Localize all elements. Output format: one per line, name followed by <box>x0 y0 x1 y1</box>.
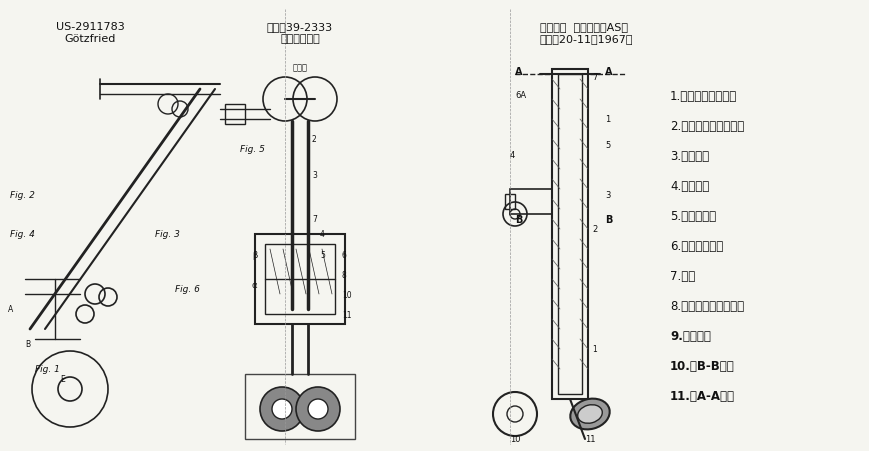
Text: 1.　サクションエア: 1. サクションエア <box>669 90 736 103</box>
Text: 10: 10 <box>509 434 520 443</box>
Circle shape <box>260 387 303 431</box>
Bar <box>551 70 587 399</box>
Text: 8: 8 <box>342 270 347 279</box>
Bar <box>255 235 345 324</box>
Text: 8.　フィードローラー: 8. フィードローラー <box>669 299 743 312</box>
Text: B: B <box>604 215 612 225</box>
Text: 7.　糸: 7. 糸 <box>669 269 694 282</box>
Text: 1: 1 <box>604 115 609 124</box>
Text: Fig. 2: Fig. 2 <box>10 190 35 199</box>
Text: 6A: 6A <box>514 90 526 99</box>
Text: 7: 7 <box>312 215 316 224</box>
Text: Fig. 6: Fig. 6 <box>175 285 200 294</box>
Text: 3: 3 <box>312 170 316 179</box>
Text: A: A <box>8 305 13 314</box>
Text: 東洋紡績  空気渦流法AS型
繊維工20-11（1967）: 東洋紡績 空気渦流法AS型 繊維工20-11（1967） <box>540 22 633 43</box>
Text: 10.　B-B断面: 10. B-B断面 <box>669 359 734 372</box>
Text: 3.　紡糸管: 3. 紡糸管 <box>669 150 708 163</box>
Text: A: A <box>604 67 612 77</box>
Text: Fig. 4: Fig. 4 <box>10 230 35 239</box>
Text: 9.　繊維扙: 9. 繊維扙 <box>669 329 710 342</box>
Text: 特公映39-2333
豊田自動織機: 特公映39-2333 豊田自動織機 <box>267 22 333 43</box>
Text: 2: 2 <box>591 225 596 234</box>
Text: 3: 3 <box>604 190 610 199</box>
Text: E: E <box>60 375 64 384</box>
Text: 1: 1 <box>591 345 596 354</box>
Bar <box>509 189 551 215</box>
Text: 5.　圧縮空気: 5. 圧縮空気 <box>669 210 715 222</box>
Text: A: A <box>514 67 522 77</box>
Text: 6.　加燃ノズル: 6. 加燃ノズル <box>669 239 722 253</box>
Bar <box>557 75 581 394</box>
Text: 7: 7 <box>591 74 597 83</box>
Bar <box>504 194 514 210</box>
Text: 10: 10 <box>342 290 351 299</box>
Text: 6: 6 <box>342 250 347 259</box>
Ellipse shape <box>570 399 609 429</box>
Bar <box>265 244 335 314</box>
Bar <box>225 105 245 125</box>
Text: US-2911783
Götzfried: US-2911783 Götzfried <box>56 22 124 43</box>
Text: β: β <box>252 250 257 259</box>
Circle shape <box>308 399 328 419</box>
Text: Fig. 5: Fig. 5 <box>240 145 264 154</box>
Text: 4: 4 <box>320 230 324 239</box>
Text: 4.　導糸管: 4. 導糸管 <box>669 179 708 193</box>
Text: 5: 5 <box>320 250 324 259</box>
Text: 11.　A-A断面: 11. A-A断面 <box>669 389 734 402</box>
Text: 2: 2 <box>312 135 316 144</box>
Circle shape <box>272 399 292 419</box>
Text: Fig. 3: Fig. 3 <box>155 230 180 239</box>
Text: B: B <box>25 340 30 349</box>
Text: 5: 5 <box>604 140 609 149</box>
Text: 4: 4 <box>509 150 514 159</box>
Circle shape <box>295 387 340 431</box>
Text: 11: 11 <box>342 310 351 319</box>
Text: 2.　サクションパイプ: 2. サクションパイプ <box>669 120 743 133</box>
Text: 第１図: 第１図 <box>292 63 307 72</box>
Bar <box>245 374 355 439</box>
Text: Fig. 1: Fig. 1 <box>35 365 60 374</box>
Text: B: B <box>514 215 521 225</box>
Text: α: α <box>252 280 257 289</box>
Ellipse shape <box>577 405 601 423</box>
Text: 11: 11 <box>584 434 594 443</box>
